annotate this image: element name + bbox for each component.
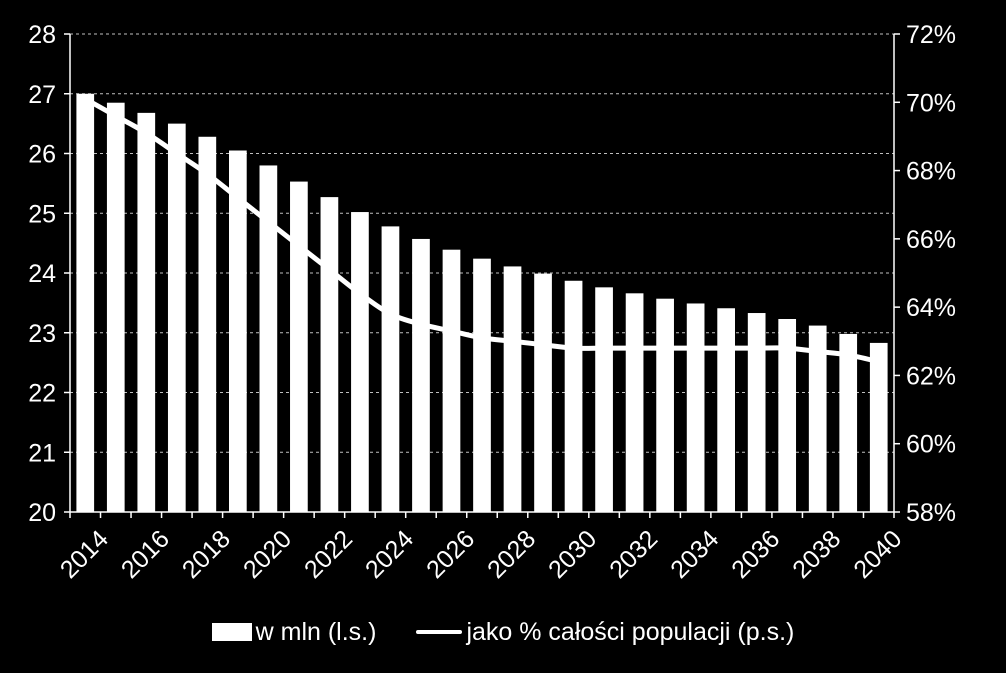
x-tick-label: 2016	[116, 525, 175, 584]
bar	[717, 308, 735, 512]
line-series	[82, 96, 882, 365]
x-axis-labels: 2014 2016 2018 2020 2022 2024 2026 2028 2030 2032…	[55, 525, 908, 584]
line-path	[82, 96, 882, 365]
x-tick-label: 2038	[787, 525, 846, 584]
bar	[869, 342, 888, 512]
legend: w mln (l.s.) jako % całości populacji (p…	[0, 612, 1006, 652]
left-tick-label: 28	[28, 21, 56, 49]
right-tick-label: 62%	[906, 362, 956, 390]
bar	[412, 238, 430, 512]
left-axis-labels: 20 21 22 23 24 25 26 27 28	[28, 21, 56, 527]
bar	[320, 197, 339, 512]
right-tick-label: 72%	[906, 21, 956, 49]
bar	[76, 93, 95, 512]
x-tick-label: 2028	[482, 525, 541, 584]
x-tick-label: 2014	[55, 525, 114, 584]
right-tick-label: 58%	[906, 499, 956, 527]
bar	[198, 136, 217, 512]
bar	[381, 226, 400, 512]
bar	[656, 298, 674, 512]
x-tick-label: 2036	[726, 525, 785, 584]
bar	[106, 102, 125, 513]
bar	[167, 123, 186, 512]
left-tick-label: 26	[28, 141, 56, 169]
bar	[839, 333, 858, 512]
bar	[229, 150, 247, 512]
left-tick-label: 21	[28, 439, 56, 467]
bar	[778, 319, 797, 512]
bar	[351, 212, 369, 512]
bar	[442, 249, 461, 512]
x-tick-label: 2032	[604, 525, 663, 584]
left-tick-label: 20	[28, 499, 56, 527]
right-tick-label: 64%	[906, 294, 956, 322]
legend-label-bars: w mln (l.s.)	[255, 617, 377, 646]
bar	[137, 112, 156, 513]
chart: 20 21 22 23 24 25 26 27 28 58% 60% 62% 64% 66% 68% 70%…	[28, 21, 956, 584]
right-tick-label: 66%	[906, 226, 956, 254]
right-tick-label: 70%	[906, 89, 956, 117]
legend-item-bars: w mln (l.s.)	[211, 617, 377, 647]
bar	[290, 181, 308, 512]
right-axis-labels: 58% 60% 62% 64% 66% 68% 70% 72%	[906, 21, 956, 527]
bar	[503, 266, 522, 512]
right-tick-label: 60%	[906, 431, 956, 459]
axes	[64, 33, 900, 518]
legend-bar-swatch	[211, 623, 252, 641]
bar	[564, 280, 583, 512]
left-tick-label: 27	[28, 81, 56, 109]
bar	[259, 165, 278, 512]
left-tick-label: 24	[28, 260, 56, 288]
bar	[808, 325, 827, 512]
right-tick-label: 68%	[906, 158, 956, 186]
legend-label-line: jako % całości populacji (p.s.)	[466, 617, 795, 646]
x-tick-label: 2040	[848, 525, 907, 584]
bar-series	[76, 93, 888, 513]
x-tick-label: 2018	[177, 525, 236, 584]
x-tick-label: 2026	[421, 525, 480, 584]
bar	[595, 287, 613, 512]
left-tick-label: 23	[28, 320, 56, 348]
bar	[534, 273, 552, 512]
legend-line-swatch	[416, 630, 463, 634]
bar	[625, 293, 644, 512]
bar	[473, 258, 491, 512]
bar	[747, 313, 766, 512]
x-tick-label: 2022	[299, 525, 358, 584]
x-tick-label: 2034	[665, 525, 724, 584]
x-tick-label: 2024	[360, 525, 419, 584]
left-tick-label: 22	[28, 380, 56, 408]
legend-item-line: jako % całości populacji (p.s.)	[416, 618, 794, 647]
bar	[686, 303, 705, 512]
x-tick-label: 2030	[543, 525, 602, 584]
x-tick-label: 2020	[238, 525, 297, 584]
left-tick-label: 25	[28, 200, 56, 228]
